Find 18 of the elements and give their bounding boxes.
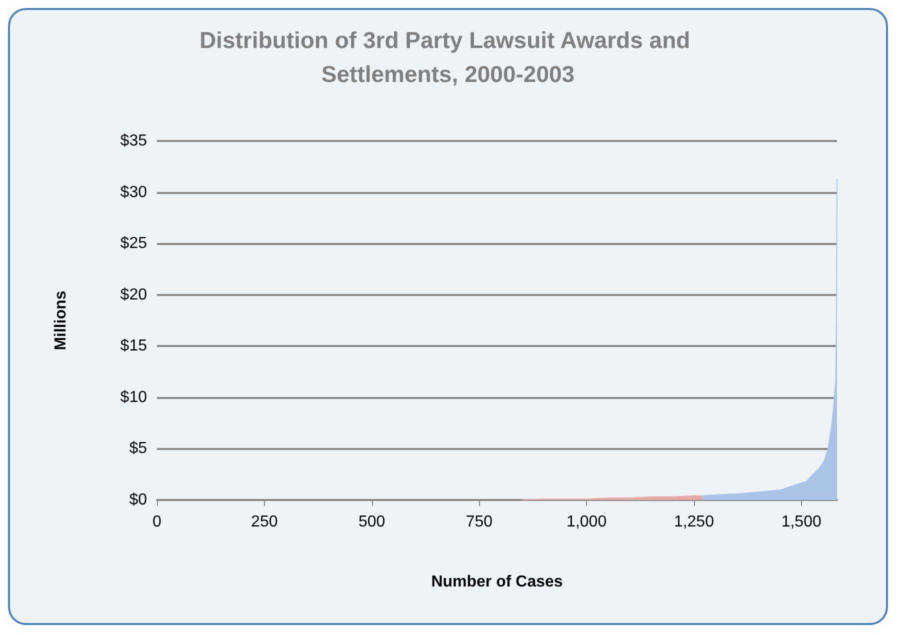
x-tick-label: 1,500 <box>781 514 822 530</box>
x-tick-label: 500 <box>358 514 386 530</box>
y-tick-label: $35 <box>120 132 148 150</box>
x-tick-label: 0 <box>152 514 162 530</box>
chart-title: Distribution of 3rd Party Lawsuit Awards and Settlements, 2000-2003 <box>199 27 697 87</box>
y-axis-title: Millions <box>52 290 70 350</box>
y-tick-label: $0 <box>129 492 148 508</box>
y-tick-label: $25 <box>120 235 148 252</box>
y-tick-label: $15 <box>120 338 148 355</box>
x-tick-label: 1,000 <box>566 514 607 530</box>
y-tick-label: $20 <box>120 286 148 304</box>
y-tick-label: $30 <box>120 184 148 201</box>
y-tick-label: $5 <box>129 440 148 458</box>
y-tick-label: $10 <box>120 388 148 406</box>
x-tick-label: 1,250 <box>674 514 714 530</box>
x-tick-label: 750 <box>466 514 493 530</box>
x-tick-label: 250 <box>251 514 278 530</box>
x-axis-title: Number of Cases <box>431 574 563 590</box>
